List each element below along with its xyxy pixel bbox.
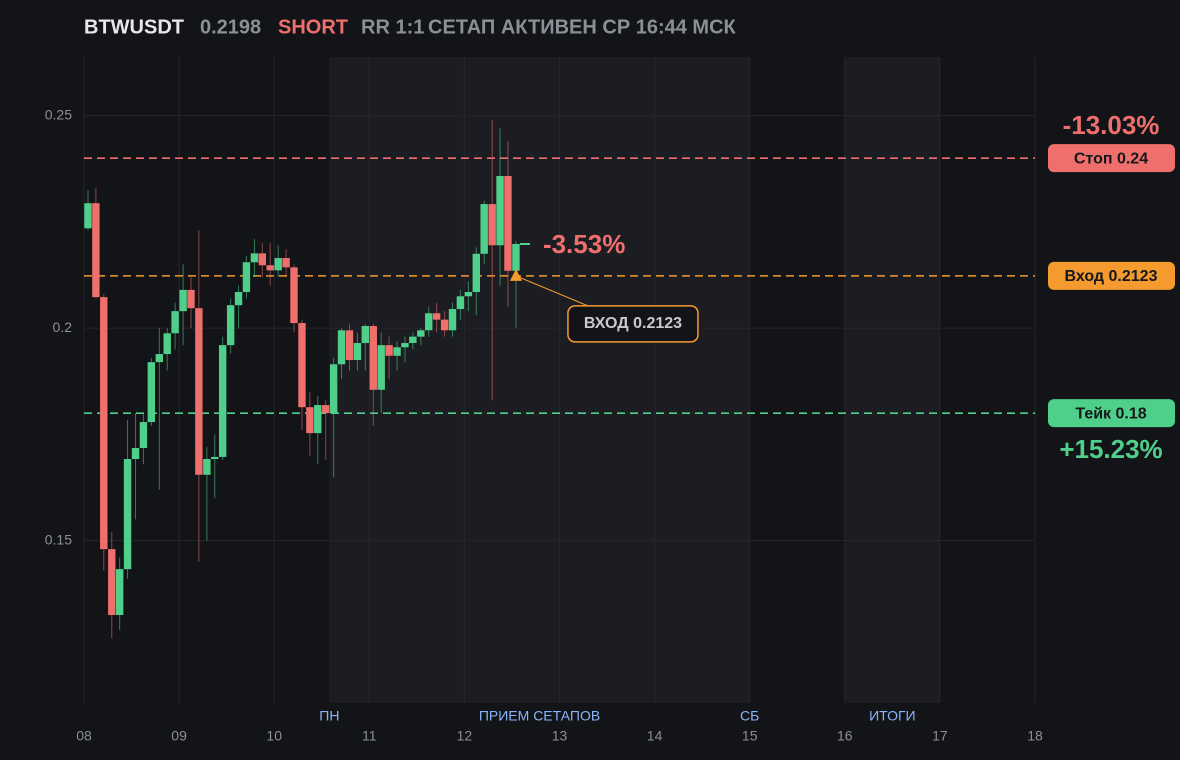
candle-body: [84, 203, 92, 229]
status: СЕТАП АКТИВЕН СР 16:44 МСК: [428, 16, 737, 38]
candle-body: [417, 330, 425, 337]
side: SHORT: [278, 16, 348, 38]
level-tag: [1048, 144, 1175, 173]
candle-body: [464, 292, 473, 297]
x-tick-label: 11: [362, 728, 377, 744]
candle-body: [139, 422, 148, 448]
entry-callout: [567, 305, 699, 343]
candle-body: [92, 203, 100, 298]
x-tick-label: 08: [76, 728, 92, 744]
level-change: +15.23%: [1059, 434, 1162, 464]
level-change: -13.03%: [1063, 110, 1160, 140]
y-tick-label: 0.25: [45, 106, 72, 122]
candle-body: [274, 258, 282, 271]
entry-connector: [515, 275, 589, 307]
candle-body: [266, 265, 274, 271]
candle-body: [187, 289, 195, 309]
candle-body: [432, 313, 441, 320]
x-tick-label: 12: [457, 728, 473, 744]
candle-body: [353, 343, 362, 361]
candle-body: [131, 448, 140, 460]
session-label: ПН: [319, 708, 339, 724]
candle-body: [496, 176, 504, 246]
session-label: ПРИЕМ СЕТАПОВ: [479, 708, 600, 724]
x-tick-label: 16: [837, 728, 853, 744]
candle-body: [218, 345, 227, 457]
candle-body: [504, 176, 512, 271]
session-band: [329, 57, 750, 703]
session-label: СБ: [740, 708, 759, 724]
candle-body: [393, 347, 401, 356]
candle-body: [448, 309, 457, 331]
candle-body: [195, 308, 203, 475]
plot-background: 08 09 10 11 12 13 14 15 16 17 18 0.15 0.2 0.25 ПН ПРИЕМ…: [45, 57, 1043, 744]
candle-body: [100, 297, 108, 550]
candle-body: [211, 456, 219, 460]
candle-body: [147, 362, 156, 423]
candle-body: [409, 336, 417, 344]
entry-marker: [509, 268, 522, 281]
candle-body: [345, 330, 354, 361]
candle-body: [290, 267, 298, 324]
candle-body: [306, 407, 314, 434]
candle-body: [258, 253, 267, 266]
candle-body: [361, 326, 370, 344]
level-tag: [1048, 399, 1175, 428]
symbol: BTWUSDT: [84, 16, 184, 38]
level-tag: [1048, 261, 1175, 290]
candle-body: [488, 204, 496, 246]
candle-body: [377, 345, 385, 390]
level-tag-label: Стоп 0.24: [1074, 150, 1148, 167]
candle-body: [234, 292, 243, 306]
level-tag-label: Тейк 0.18: [1075, 405, 1146, 422]
level-tag-label: Вход 0.2123: [1065, 268, 1158, 285]
candle-body: [155, 354, 164, 363]
candle-body: [163, 333, 171, 355]
candle-body: [171, 311, 179, 334]
candle-body: [314, 405, 322, 434]
price: 0.2198: [200, 16, 261, 38]
candle-body: [115, 569, 124, 616]
candle-body: [123, 459, 132, 570]
risk-reward: RR 1:1: [361, 16, 424, 38]
session-label: ИТОГИ: [869, 708, 916, 724]
candle-body: [369, 326, 377, 390]
candle-body: [440, 319, 449, 331]
current-change: -3.53%: [543, 229, 625, 259]
candle-body: [401, 343, 409, 348]
x-tick-label: 17: [932, 728, 948, 744]
session-band: [844, 57, 940, 703]
candle-body: [456, 296, 465, 310]
candle-body: [480, 204, 488, 254]
x-tick-label: 10: [266, 728, 282, 744]
y-tick-label: 0.15: [45, 531, 72, 547]
candle-body: [512, 244, 520, 271]
candle-body: [425, 313, 433, 331]
candle-body: [322, 405, 330, 414]
x-tick-label: 15: [742, 728, 758, 744]
header: BTWUSDT 0.2198 SHORT RR 1:1 СЕТАП АКТИВЕ…: [84, 16, 737, 38]
candle-body: [337, 330, 346, 365]
candle-body: [282, 258, 290, 268]
x-tick-label: 18: [1027, 728, 1043, 744]
entry-callout-label: ВХОД 0.2123: [584, 315, 682, 332]
candle-body: [385, 345, 393, 356]
candle-body: [179, 289, 187, 312]
candle-body: [226, 305, 235, 346]
candle-body: [203, 459, 211, 475]
candle-body: [108, 549, 116, 616]
x-tick-label: 09: [171, 728, 187, 744]
candle-body: [472, 253, 480, 293]
x-tick-label: 14: [647, 728, 663, 744]
candle-body: [298, 323, 306, 408]
candle-body: [250, 253, 259, 263]
candle-body: [242, 262, 251, 293]
x-tick-label: 13: [552, 728, 568, 744]
candle-body: [329, 364, 338, 414]
plot: Стоп 0.24 -13.03% Вход 0.2123 Тейк 0.18 +15.…: [84, 110, 1175, 639]
y-tick-label: 0.2: [53, 319, 73, 335]
